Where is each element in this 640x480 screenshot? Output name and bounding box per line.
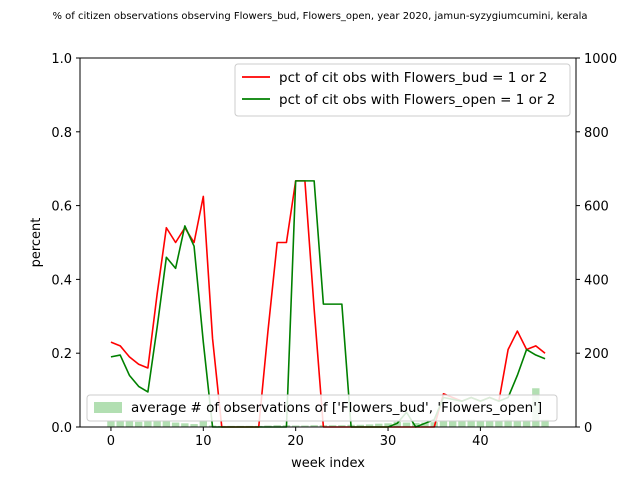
plot-frame [79,57,577,428]
obs-count-bar [171,422,180,427]
obs-count-bar [365,424,374,427]
x-tick-label: 20 [287,434,304,449]
obs-count-bar [375,423,383,427]
obs-count-bar [504,419,512,427]
line-layer [110,180,546,428]
obs-count-bar [199,420,208,427]
x-tick-label: 10 [195,434,212,449]
y2-tick-label: 400 [584,273,609,288]
obs-count-bar [181,423,189,427]
obs-count-bar [467,419,475,427]
legend-label: average # of observations of ['Flowers_b… [131,400,542,416]
obs-count-bar [421,422,429,427]
obs-count-bar [162,421,171,427]
obs-count-bar [522,420,531,427]
y2-tick-label: 0 [584,421,592,436]
obs-count-bar [328,425,337,427]
obs-count-bar [448,421,457,427]
flowers-open-line [110,180,546,428]
obs-count-bar [291,425,300,427]
obs-count-bar [273,425,281,427]
obs-count-bar [402,422,411,427]
legend-bottom: average # of observations of ['Flowers_b… [86,394,558,422]
obs-count-bar [495,421,503,427]
obs-count-bar [356,424,365,427]
obs-count-bar [439,421,448,427]
legend-box [234,63,571,117]
y2-tick-label: 200 [584,347,609,362]
y-tick-label: 0.4 [51,273,72,288]
x-axis-label: week index [291,456,365,471]
obs-count-bar [458,420,466,427]
obs-count-bar [153,421,161,427]
obs-count-bar [190,424,198,427]
obs-count-bar [107,421,115,427]
obs-count-bar [301,425,309,427]
y-tick-label: 0.2 [51,347,72,362]
y-tick-label: 1.0 [51,52,72,67]
x-tick-label: 0 [107,434,115,449]
legend-label: pct of cit obs with Flowers_open = 1 or … [279,92,555,108]
y-tick-label: 0.0 [51,421,72,436]
obs-count-bar [541,419,549,427]
legend-top: pct of cit obs with Flowers_bud = 1 or 2… [234,63,571,117]
y2-tick-label: 1000 [584,52,617,67]
x-tick-label: 40 [472,434,489,449]
obs-count-bar [134,421,143,427]
y2-tick-label: 600 [584,200,609,215]
chart-title: % of citizen observations observing Flow… [52,11,587,22]
y-tick-label: 0.6 [51,200,72,215]
y-axis-label: percent [29,218,44,268]
legend-box [86,394,558,422]
legend-swatch [94,402,122,413]
obs-count-bar [412,422,420,427]
y-tick-label: 0.8 [51,126,72,141]
legend-label: pct of cit obs with Flowers_bud = 1 or 2 [279,70,547,86]
obs-count-bar [384,423,392,427]
y2-tick-label: 800 [584,126,609,141]
obs-count-bar [116,420,124,427]
obs-count-bar [125,421,134,427]
x-tick-label: 30 [380,434,397,449]
obs-count-bar [393,421,401,427]
obs-count-bar [144,421,152,427]
obs-count-bar [476,420,485,427]
obs-count-bar [338,425,346,427]
obs-count-bar [310,425,318,427]
obs-count-bar [485,421,494,427]
obs-count-bar [513,421,522,427]
